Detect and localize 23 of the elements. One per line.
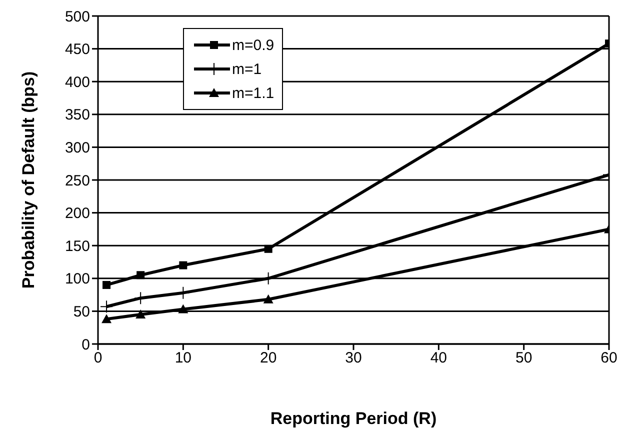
y-tick-label: 150 xyxy=(64,238,90,255)
x-tick-label: 30 xyxy=(345,350,362,367)
x-tick-label: 40 xyxy=(430,350,448,367)
y-tick-label: 350 xyxy=(64,106,90,124)
legend-label: m=1.1 xyxy=(232,84,274,102)
x-tick-label: 10 xyxy=(174,350,192,367)
y-tick-label: 200 xyxy=(64,205,90,222)
x-tick-label: 0 xyxy=(94,350,102,367)
x-tick-label: 60 xyxy=(600,350,618,367)
y-tick-label: 250 xyxy=(64,172,90,190)
y-tick-label: 100 xyxy=(64,270,90,288)
y-tick-label: 300 xyxy=(64,140,90,157)
y-axis-title: Probability of Default (bps) xyxy=(19,71,38,289)
y-tick-label: 450 xyxy=(64,41,90,58)
x-tick-label: 20 xyxy=(260,350,277,367)
y-tick-label: 50 xyxy=(73,304,90,321)
legend-label: m=1 xyxy=(232,60,262,78)
y-tick-label: 0 xyxy=(82,336,90,354)
legend-label: m=0.9 xyxy=(232,36,274,54)
y-tick-label: 400 xyxy=(64,74,90,91)
y-tick-label: 500 xyxy=(64,8,90,26)
x-axis-title: Reporting Period (R) xyxy=(270,409,437,428)
x-tick-label: 50 xyxy=(515,350,532,367)
